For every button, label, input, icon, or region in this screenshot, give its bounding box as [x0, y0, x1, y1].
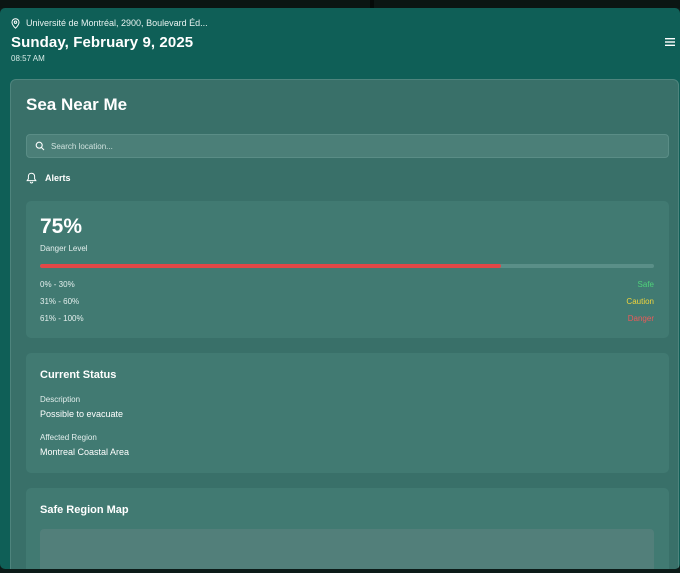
- current-location[interactable]: Université de Montréal, 2900, Boulevard …: [11, 16, 208, 30]
- current-time: 08:57 AM: [11, 54, 45, 63]
- bell-icon: [26, 172, 37, 184]
- current-status-card: Current Status Description Possible to e…: [26, 353, 669, 473]
- danger-progress-track: [40, 264, 654, 268]
- legend-range: 0% - 30%: [40, 280, 75, 289]
- menu-button[interactable]: [663, 35, 677, 49]
- danger-level-label: Danger Level: [40, 244, 88, 253]
- hamburger-menu-icon: [665, 38, 675, 46]
- legend-range: 61% - 100%: [40, 314, 84, 323]
- safe-region-map[interactable]: [40, 529, 654, 569]
- map-pin-icon: [11, 17, 20, 29]
- window-top-strip: [0, 0, 680, 8]
- app-header: Université de Montréal, 2900, Boulevard …: [0, 8, 680, 78]
- window-divider: [370, 0, 374, 8]
- legend-status-safe: Safe: [637, 280, 654, 289]
- search-bar: [26, 134, 669, 158]
- legend-row-safe: 0% - 30% Safe: [40, 280, 654, 289]
- page-title: Sea Near Me: [26, 95, 128, 114]
- legend-range: 31% - 60%: [40, 297, 80, 306]
- region-value: Montreal Coastal Area: [40, 447, 130, 457]
- safe-region-map-card: Safe Region Map: [26, 488, 669, 569]
- search-icon: [35, 141, 45, 151]
- map-title: Safe Region Map: [40, 504, 129, 516]
- danger-percent: 75%: [40, 215, 83, 238]
- description-value: Possible to evacuate: [40, 409, 124, 419]
- location-text: Université de Montréal, 2900, Boulevard …: [26, 18, 208, 28]
- alerts-button[interactable]: Alerts: [26, 172, 71, 184]
- danger-progress-fill: [40, 264, 501, 268]
- legend-row-danger: 61% - 100% Danger: [40, 314, 654, 323]
- legend-status-caution: Caution: [626, 297, 654, 306]
- alerts-label: Alerts: [45, 173, 71, 183]
- danger-level-card: 75% Danger Level 0% - 30% Safe 31% - 60%…: [26, 201, 669, 338]
- legend-row-caution: 31% - 60% Caution: [40, 297, 654, 306]
- description-label: Description: [40, 395, 81, 404]
- status-title: Current Status: [40, 369, 117, 381]
- current-date: Sunday, February 9, 2025: [11, 34, 194, 51]
- search-input[interactable]: [51, 141, 631, 151]
- main-panel: Sea Near Me Alerts 75% Danger Level 0% -…: [10, 79, 679, 569]
- app-frame: Université de Montréal, 2900, Boulevard …: [0, 8, 680, 569]
- legend-status-danger: Danger: [627, 314, 654, 323]
- region-label: Affected Region: [40, 433, 97, 442]
